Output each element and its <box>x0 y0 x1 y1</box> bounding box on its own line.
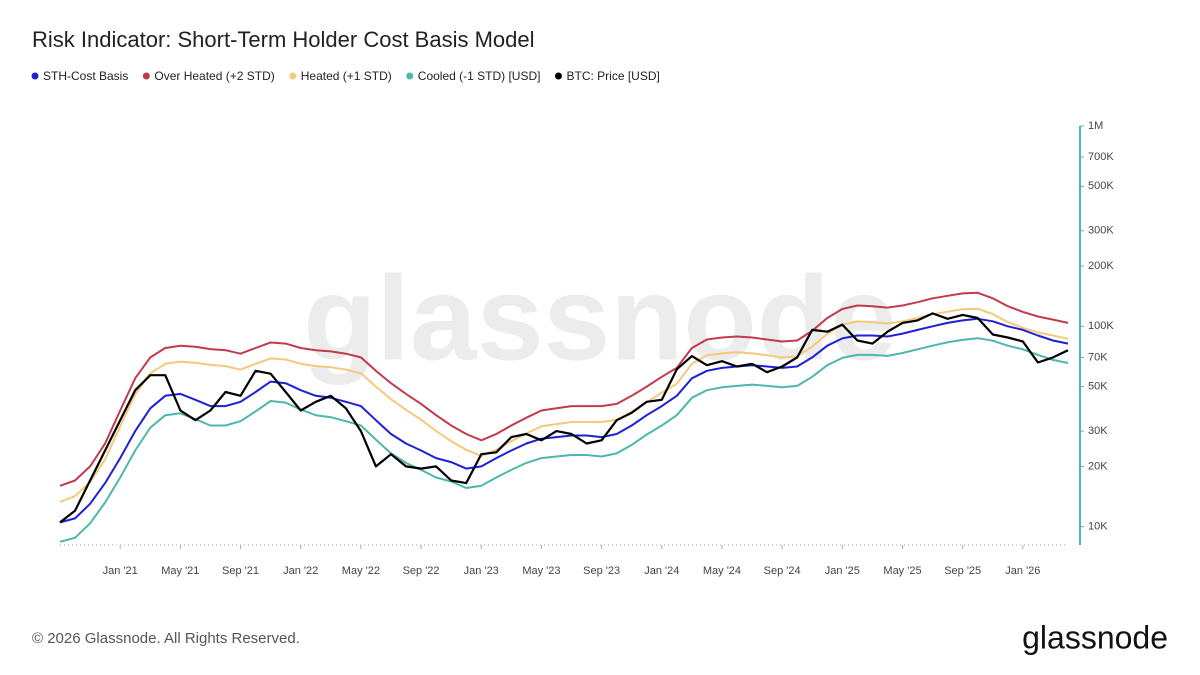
x-tick-label: Sep '23 <box>583 565 620 577</box>
x-tick-label: Jan '21 <box>103 565 138 577</box>
x-tick-label: Jan '26 <box>1005 565 1040 577</box>
y-tick-label: 500K <box>1088 180 1114 192</box>
x-tick-label: May '21 <box>161 565 199 577</box>
x-tick-label: Jan '25 <box>825 565 860 577</box>
logo: glassnode <box>1022 619 1168 655</box>
x-tick-label: Sep '22 <box>403 565 440 577</box>
x-tick-label: Sep '25 <box>944 565 981 577</box>
series-line <box>59 312 1069 524</box>
y-tick-label: 300K <box>1088 225 1114 237</box>
legend-marker <box>406 72 414 80</box>
x-tick-label: May '22 <box>342 565 380 577</box>
legend-marker <box>554 72 562 80</box>
y-tick-label: 200K <box>1088 260 1114 272</box>
legend-marker <box>31 72 39 80</box>
legend-label: BTC: Price [USD] <box>566 69 659 83</box>
y-tick-label: 1M <box>1088 120 1103 132</box>
legend-label: Heated (+1 STD) <box>301 69 392 83</box>
y-tick-label: 10K <box>1088 521 1108 533</box>
series-line <box>59 317 1069 524</box>
legend-label: STH-Cost Basis <box>43 69 128 83</box>
y-tick-label: 700K <box>1088 151 1114 163</box>
x-tick-label: May '24 <box>703 565 741 577</box>
watermark: glassnode <box>303 252 897 386</box>
series-line <box>59 291 1069 487</box>
x-tick-label: Jan '22 <box>283 565 318 577</box>
y-tick-label: 50K <box>1088 381 1108 393</box>
legend-marker <box>142 72 150 80</box>
x-tick-label: Jan '23 <box>464 565 499 577</box>
copyright: © 2026 Glassnode. All Rights Reserved. <box>32 630 300 647</box>
legend-label: Over Heated (+2 STD) <box>154 69 274 83</box>
y-tick-label: 20K <box>1088 460 1108 472</box>
y-tick-label: 100K <box>1088 320 1114 332</box>
y-tick-label: 30K <box>1088 425 1108 437</box>
x-tick-label: May '23 <box>522 565 560 577</box>
chart-title: Risk Indicator: Short-Term Holder Cost B… <box>32 27 535 52</box>
series-line <box>59 337 1069 543</box>
y-tick-label: 70K <box>1088 351 1108 363</box>
x-tick-label: Jan '24 <box>644 565 679 577</box>
x-tick-label: May '25 <box>883 565 921 577</box>
series-line <box>59 307 1069 503</box>
legend-label: Cooled (-1 STD) [USD] <box>418 69 541 83</box>
legend-marker <box>289 72 297 80</box>
x-tick-label: Sep '24 <box>764 565 801 577</box>
x-tick-label: Sep '21 <box>222 565 259 577</box>
